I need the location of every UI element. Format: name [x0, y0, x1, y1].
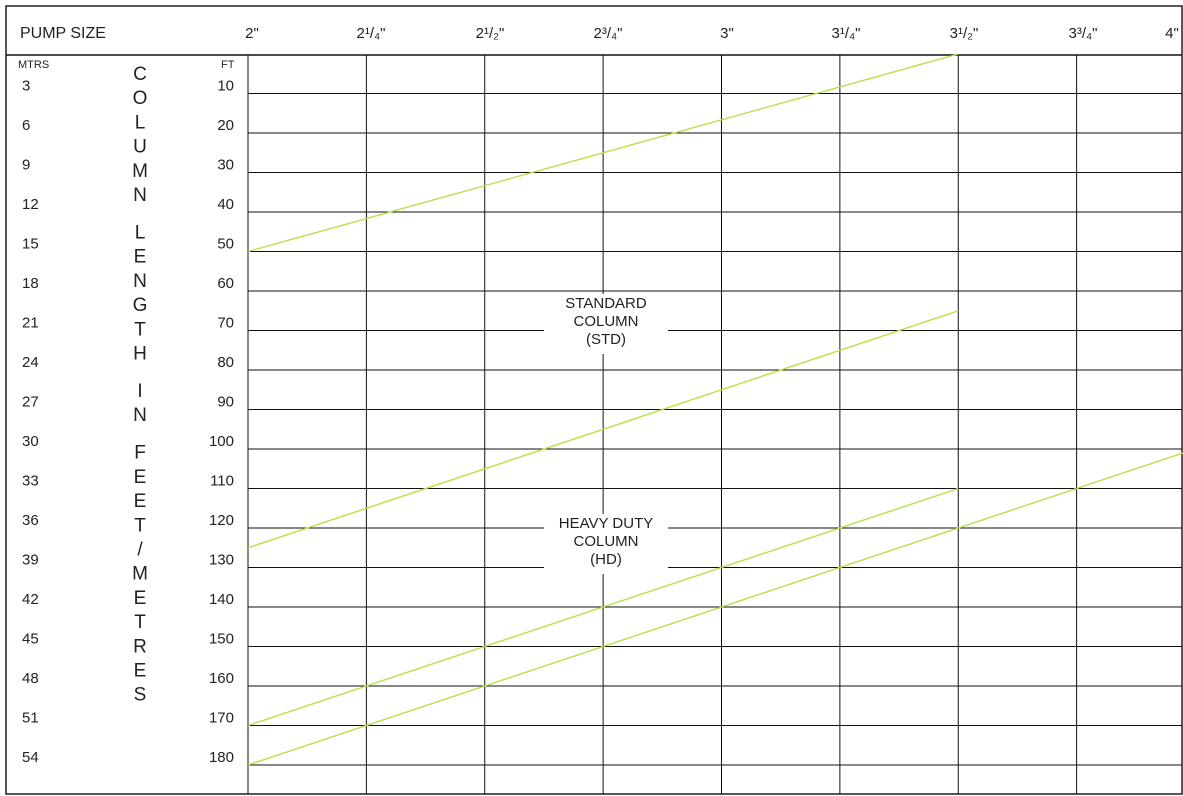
axis-title-letter: M: [132, 161, 148, 182]
metres-tick: 21: [22, 315, 39, 332]
metres-tick: 15: [22, 236, 39, 253]
feet-tick: 10: [217, 78, 234, 95]
region-label-standard-line: COLUMN: [573, 313, 638, 330]
region-label-standard-line: (STD): [586, 331, 626, 348]
axis-title-letter: N: [133, 185, 147, 206]
metres-tick: 42: [22, 591, 39, 608]
pump-size-ticks: 2" 2¹/₄" 2¹/₂" 2³/₄" 3" 3¹/₄" 3¹/₂" 3³/₄" 4": [245, 25, 1179, 42]
axis-title-letter: /: [137, 540, 143, 561]
pump-size-tick: 3³/₄": [1069, 25, 1098, 42]
pump-size-tick: 2³/₄": [594, 25, 623, 42]
axis-title-letter: T: [134, 612, 146, 633]
axis-title-letter: C: [133, 64, 147, 85]
axis-title-letter: T: [134, 515, 146, 536]
region-label-heavy-duty-line: (HD): [590, 551, 622, 568]
metres-tick: 12: [22, 196, 39, 213]
metres-unit-label: MTRS: [18, 59, 49, 71]
axis-title-letter: E: [134, 491, 147, 512]
feet-tick: 120: [209, 512, 234, 529]
series-lines: [247, 53, 1183, 766]
axis-title-letter: L: [135, 223, 146, 244]
feet-tick: 80: [217, 354, 234, 371]
metres-tick: 27: [22, 394, 39, 411]
feet-tick: 140: [209, 591, 234, 608]
metres-tick: 3: [22, 78, 30, 95]
feet-ticks: 10 20 30 40 50 60 70 80 90 100 110 120 130 140 150 160 1…: [209, 78, 234, 767]
region-label-standard-line: STANDARD: [565, 295, 647, 312]
axis-title-letter: U: [133, 137, 147, 158]
feet-unit-label: FT: [221, 59, 235, 71]
metres-tick: 18: [22, 275, 39, 292]
axis-title-letter: R: [133, 636, 147, 657]
series-line-3: [247, 487, 959, 727]
feet-tick: 160: [209, 670, 234, 687]
metres-tick: 39: [22, 552, 39, 569]
series-line-2: [247, 310, 959, 549]
pump-size-tick: 2": [245, 25, 259, 42]
metres-tick: 24: [22, 354, 39, 371]
region-label-bg: [544, 294, 668, 354]
axis-title-letter: S: [134, 685, 147, 706]
feet-tick: 130: [209, 552, 234, 569]
axis-title-letter: I: [137, 381, 142, 402]
metres-tick: 36: [22, 512, 39, 529]
axis-title-letter: T: [134, 319, 146, 340]
feet-tick: 50: [217, 236, 234, 253]
feet-tick: 110: [210, 473, 234, 490]
pump-size-tick: 3": [720, 25, 734, 42]
axis-title-letter: F: [134, 443, 146, 464]
axis-title-letter: M: [132, 564, 148, 585]
pump-size-header: PUMP SIZE: [20, 25, 106, 42]
pump-size-tick: 4": [1165, 25, 1179, 42]
metres-tick: 30: [22, 433, 39, 450]
chart-frame: [5, 5, 1183, 795]
axis-title-letter: E: [134, 247, 147, 268]
axis-title-letter: E: [134, 467, 147, 488]
metres-tick: 33: [22, 473, 39, 490]
series-line-1: [247, 53, 959, 253]
axis-title-letter: N: [133, 271, 147, 292]
axis-title-letter: E: [134, 661, 147, 682]
axis-title-letter: O: [133, 88, 148, 109]
pump-size-tick: 2¹/₂": [476, 25, 505, 42]
axis-title-letter: G: [133, 295, 148, 316]
feet-tick: 30: [217, 157, 234, 174]
region-label-heavy-duty-line: HEAVY DUTY: [559, 515, 653, 532]
pump-size-tick: 2¹/₄": [357, 25, 386, 42]
axis-title-letter: E: [134, 588, 147, 609]
metres-tick: 45: [22, 631, 39, 648]
feet-tick: 180: [209, 749, 234, 766]
series-line-4: [247, 452, 1183, 766]
feet-tick: 90: [217, 394, 234, 411]
feet-tick: 170: [209, 710, 234, 727]
feet-tick: 150: [209, 631, 234, 648]
axis-title-letter: H: [133, 344, 147, 365]
feet-tick: 20: [217, 117, 234, 134]
axis-title-letter: N: [133, 405, 147, 426]
feet-tick: 70: [217, 315, 234, 332]
metres-tick: 54: [22, 749, 39, 766]
axis-title-letter: L: [135, 112, 146, 133]
feet-tick: 60: [217, 275, 234, 292]
metres-tick: 6: [22, 117, 30, 134]
region-label-heavy-duty-line: COLUMN: [573, 533, 638, 550]
metres-tick: 9: [22, 157, 30, 174]
region-label-bg: [544, 514, 668, 574]
grid: [247, 55, 1182, 794]
feet-tick: 100: [209, 433, 234, 450]
pump-size-tick: 3¹/₄": [832, 25, 861, 42]
pump-size-tick: 3¹/₂": [950, 25, 979, 42]
metres-tick: 48: [22, 670, 39, 687]
metres-tick: 51: [22, 710, 39, 727]
feet-tick: 40: [217, 196, 234, 213]
